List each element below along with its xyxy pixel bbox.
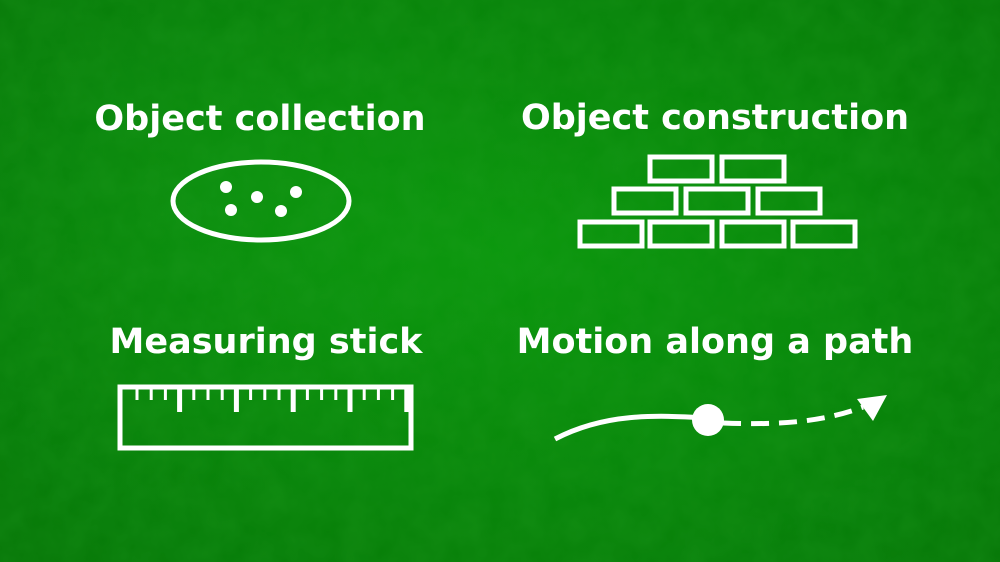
motion-along-path-title: Motion along a path xyxy=(516,322,914,362)
brick-wall-icon xyxy=(577,154,858,249)
ruler-ticks xyxy=(135,388,410,412)
brick xyxy=(577,219,645,249)
brick xyxy=(790,219,858,249)
brick xyxy=(755,186,823,216)
collection-dot xyxy=(290,186,302,198)
moving-point xyxy=(692,404,724,436)
traveled-path xyxy=(553,413,708,442)
ruler-body xyxy=(117,384,414,451)
ruler-icon xyxy=(117,384,414,451)
object-construction-title: Object construction xyxy=(520,98,910,138)
remaining-path xyxy=(722,404,864,427)
brick xyxy=(719,219,787,249)
moving-point-arrow-icon xyxy=(553,395,887,442)
collection-dot xyxy=(251,191,263,203)
brick xyxy=(647,154,715,184)
collection-dot xyxy=(225,204,237,216)
dots-in-ellipse-icon xyxy=(170,159,352,243)
arrow-head xyxy=(857,395,887,421)
collection-dot xyxy=(275,205,287,217)
object-collection-title: Object collection xyxy=(94,99,426,139)
measuring-stick-title: Measuring stick xyxy=(109,322,423,362)
brick xyxy=(647,219,715,249)
collection-ellipse xyxy=(170,159,352,243)
collection-dot xyxy=(220,181,232,193)
brick xyxy=(683,186,751,216)
brick xyxy=(719,154,787,184)
brick xyxy=(611,186,679,216)
